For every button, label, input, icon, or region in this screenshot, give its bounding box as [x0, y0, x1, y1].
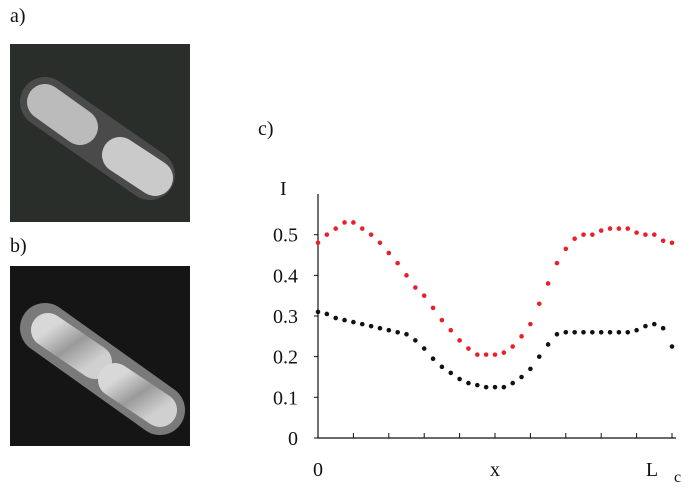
data-point [554, 260, 560, 266]
data-point [315, 240, 321, 246]
data-point [377, 240, 383, 246]
data-point [501, 384, 507, 390]
data-point [492, 352, 498, 357]
data-point [351, 220, 356, 225]
data-point [395, 329, 400, 335]
data-point [598, 329, 604, 335]
y-tick-label: 0.5 [273, 225, 298, 247]
data-point [669, 344, 675, 349]
data-point [439, 364, 445, 370]
data-point [324, 311, 330, 317]
data-point [404, 332, 409, 337]
cell-b [20, 303, 185, 435]
cell-a [20, 77, 175, 200]
data-point [536, 301, 542, 307]
data-point [625, 329, 631, 335]
data-point [510, 344, 515, 349]
y-tick-label: 0.2 [273, 347, 298, 369]
data-point [395, 260, 400, 266]
data-point [404, 273, 409, 278]
x-tick-subscript: c [674, 469, 681, 486]
data-point [483, 384, 489, 390]
data-point [554, 332, 560, 337]
data-point [386, 327, 392, 333]
data-point [315, 309, 321, 315]
data-point [359, 321, 365, 327]
data-point [457, 376, 462, 382]
data-point [634, 230, 639, 235]
data-point [351, 319, 356, 325]
data-point [466, 346, 471, 351]
y-tick-label: 0.1 [273, 387, 298, 409]
data-point [421, 293, 427, 298]
x-axis-label: x [490, 459, 500, 481]
data-point [652, 232, 657, 237]
data-point [430, 356, 436, 362]
data-point [457, 338, 462, 343]
data-point [607, 329, 613, 335]
y-axis-label: I [280, 178, 287, 200]
data-point [377, 325, 383, 331]
data-point [519, 374, 524, 380]
panel-label: c) [258, 118, 274, 140]
data-point [590, 232, 595, 237]
data-point [660, 238, 666, 244]
data-point [519, 334, 524, 339]
x-tick-label: 0 [313, 459, 323, 481]
data-point [501, 350, 507, 355]
data-point [492, 384, 498, 390]
data-point [386, 250, 392, 256]
data-point [607, 226, 613, 231]
data-point [324, 232, 330, 237]
x-tick-label: L [646, 459, 658, 481]
data-point [581, 329, 586, 335]
data-point [572, 236, 577, 242]
data-point [448, 327, 454, 333]
y-tick-label: 0.4 [273, 265, 298, 287]
data-point [333, 315, 339, 321]
data-point [643, 323, 648, 329]
data-point [616, 226, 622, 231]
data-point [528, 366, 533, 372]
data-point [368, 232, 374, 237]
data-point [342, 220, 347, 225]
data-point [581, 232, 586, 237]
data-point [413, 285, 418, 290]
data-point [510, 380, 515, 386]
y-tick-label: 0 [288, 428, 298, 450]
data-point [466, 380, 471, 386]
data-point [545, 281, 551, 286]
data-point [634, 327, 639, 333]
data-point [448, 370, 454, 376]
data-point [536, 354, 542, 359]
data-point [572, 329, 577, 335]
y-tick-label: 0.3 [273, 306, 298, 328]
data-point [475, 382, 480, 388]
data-point [660, 325, 666, 331]
data-point [563, 329, 569, 335]
panel-label: b) [10, 235, 27, 257]
data-point [333, 226, 339, 231]
data-point [413, 338, 418, 343]
data-point [563, 246, 569, 252]
data-point [643, 232, 648, 237]
data-point [439, 317, 445, 323]
data-point [590, 329, 595, 335]
panel-label: a) [10, 5, 26, 27]
data-point [342, 317, 347, 323]
data-point [598, 228, 604, 233]
data-point [483, 352, 489, 357]
data-point [669, 240, 675, 246]
data-point [421, 346, 427, 351]
data-point [528, 321, 533, 327]
data-point [430, 305, 436, 311]
data-point [616, 329, 622, 335]
data-point [625, 226, 631, 231]
data-point [368, 323, 374, 329]
data-point [475, 352, 480, 357]
data-point [359, 226, 365, 231]
data-point [545, 342, 551, 347]
data-point [652, 321, 657, 327]
